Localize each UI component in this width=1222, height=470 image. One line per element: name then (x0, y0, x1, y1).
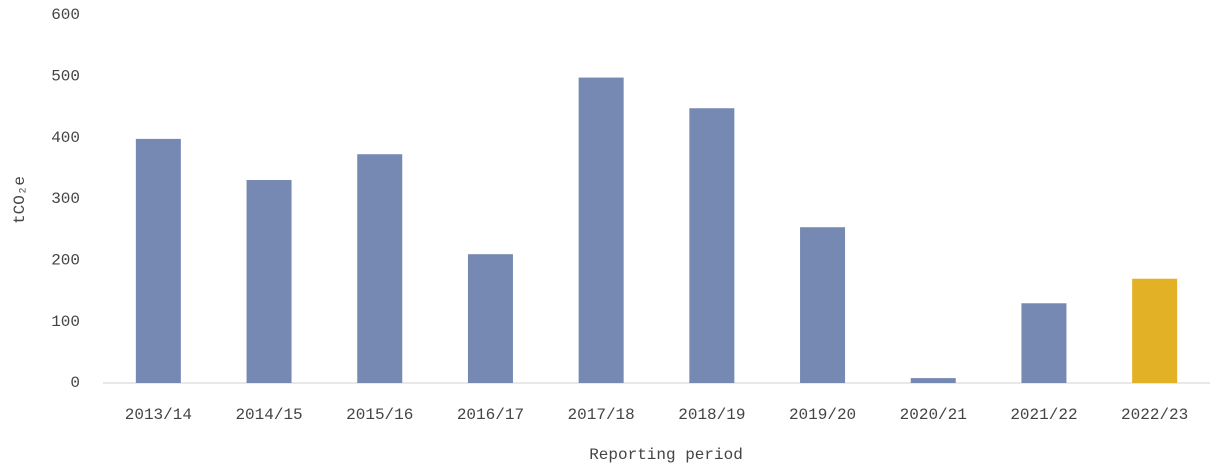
x-tick-label: 2017/18 (568, 406, 635, 424)
y-tick-label: 300 (51, 190, 80, 208)
x-tick-label: 2015/16 (346, 406, 413, 424)
x-tick-label: 2016/17 (457, 406, 524, 424)
x-tick-label: 2014/15 (235, 406, 302, 424)
x-axis-label: Reporting period (589, 446, 743, 464)
y-axis-label: tCO₂e (11, 176, 29, 224)
x-tick-label: 2020/21 (900, 406, 967, 424)
bar (246, 179, 292, 383)
x-tick-label: 2022/23 (1121, 406, 1188, 424)
x-tick-label: 2019/20 (789, 406, 856, 424)
y-tick-label: 500 (51, 68, 80, 86)
bar (578, 77, 624, 383)
bar (357, 154, 403, 383)
bar (910, 378, 956, 383)
y-tick-label: 200 (51, 252, 80, 270)
bar (1132, 278, 1178, 383)
bar (800, 227, 846, 383)
bar (135, 138, 181, 383)
y-tick-label: 100 (51, 313, 80, 331)
bar (1021, 303, 1067, 383)
bar (467, 254, 513, 383)
y-tick-label: 400 (51, 129, 80, 147)
x-tick-label: 2021/22 (1010, 406, 1077, 424)
x-tick-label: 2018/19 (678, 406, 745, 424)
y-tick-label: 600 (51, 6, 80, 24)
y-tick-label: 0 (70, 374, 80, 392)
x-tick-label: 2013/14 (125, 406, 192, 424)
bar (689, 108, 735, 383)
